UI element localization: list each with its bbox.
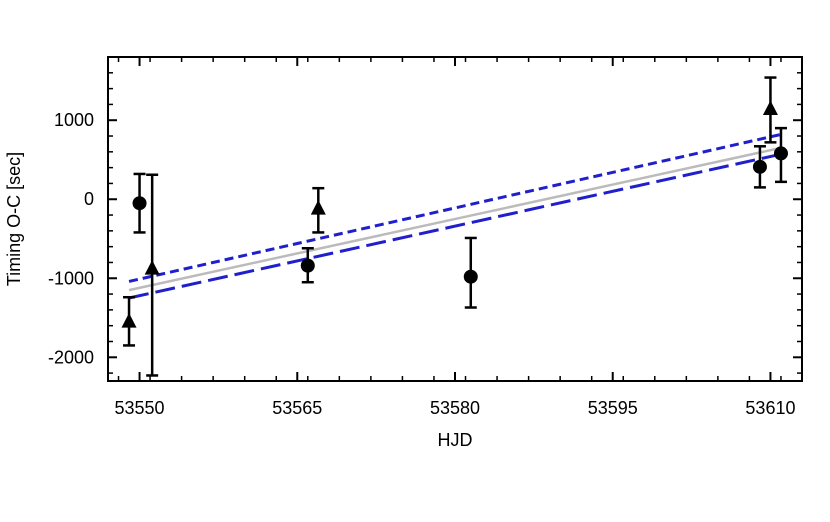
data-points bbox=[121, 76, 788, 377]
fit-line-solid bbox=[128, 146, 782, 292]
circle-point bbox=[463, 269, 478, 284]
fit-line-long-dash bbox=[128, 152, 782, 300]
y-tick-label: -1000 bbox=[48, 268, 94, 288]
x-tick-label: 53610 bbox=[745, 398, 795, 418]
circle-point bbox=[132, 196, 147, 211]
x-tick-label: 53565 bbox=[272, 398, 322, 418]
y-tick-label: 0 bbox=[84, 189, 94, 209]
y-axis-label: Timing O-C [sec] bbox=[4, 152, 24, 286]
triangle-point bbox=[310, 200, 326, 215]
x-tick-label: 53580 bbox=[430, 398, 480, 418]
x-tick-label: 53595 bbox=[588, 398, 638, 418]
y-tick-label: -2000 bbox=[48, 347, 94, 367]
fit-lines bbox=[128, 132, 782, 300]
circle-point bbox=[752, 159, 767, 174]
axes: 53550 53565 53580 53595 53610 -2000 -1000 0 1000 bbox=[48, 56, 802, 418]
fit-line-short-dash bbox=[128, 132, 782, 283]
triangle-point bbox=[762, 100, 778, 116]
y-tick-label: 1000 bbox=[54, 110, 94, 130]
circle-point bbox=[773, 146, 788, 161]
triangle-point bbox=[121, 313, 137, 328]
x-tick-label: 53550 bbox=[115, 398, 165, 418]
circle-point bbox=[300, 258, 315, 273]
triangle-point bbox=[144, 260, 160, 275]
x-axis-label: HJD bbox=[438, 430, 473, 450]
